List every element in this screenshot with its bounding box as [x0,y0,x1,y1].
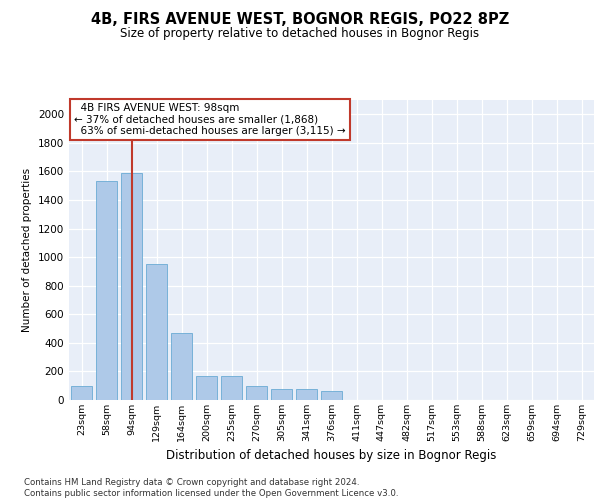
Y-axis label: Number of detached properties: Number of detached properties [22,168,32,332]
Bar [71,386,92,400]
Bar [146,264,167,400]
Bar [321,392,342,400]
Bar [221,376,242,400]
Bar [296,388,317,400]
X-axis label: Distribution of detached houses by size in Bognor Regis: Distribution of detached houses by size … [166,450,497,462]
Bar [246,386,267,400]
Text: Size of property relative to detached houses in Bognor Regis: Size of property relative to detached ho… [121,28,479,40]
Bar [121,173,142,400]
Bar [96,182,117,400]
Text: Contains HM Land Registry data © Crown copyright and database right 2024.
Contai: Contains HM Land Registry data © Crown c… [24,478,398,498]
Text: 4B, FIRS AVENUE WEST, BOGNOR REGIS, PO22 8PZ: 4B, FIRS AVENUE WEST, BOGNOR REGIS, PO22… [91,12,509,28]
Bar [196,376,217,400]
Bar [171,333,192,400]
Bar [271,388,292,400]
Text: 4B FIRS AVENUE WEST: 98sqm
← 37% of detached houses are smaller (1,868)
  63% of: 4B FIRS AVENUE WEST: 98sqm ← 37% of deta… [74,103,346,136]
